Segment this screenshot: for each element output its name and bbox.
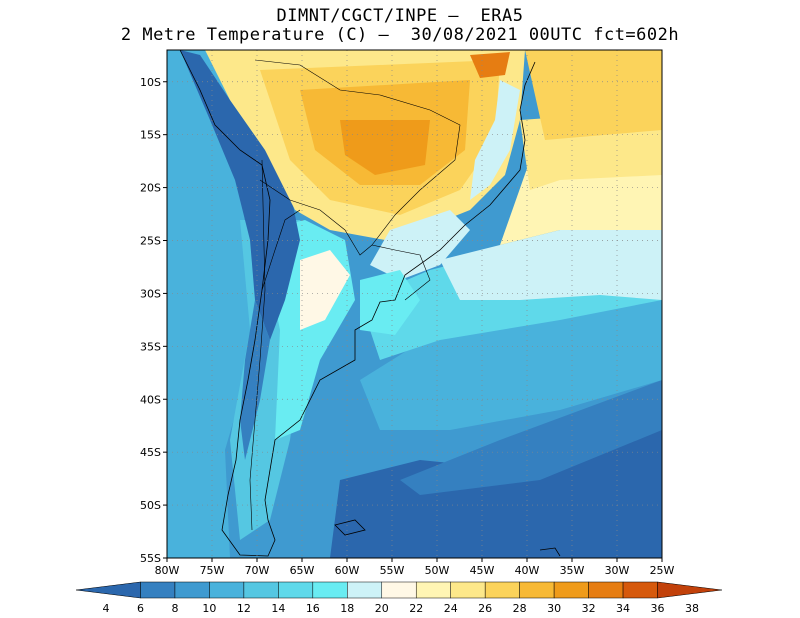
field-andes [180, 50, 300, 340]
colorbar-label: 28 [513, 602, 527, 615]
coastline-south-georgia [539, 547, 561, 557]
field-brazil-hot [470, 52, 510, 78]
colorbar-swatch [588, 581, 624, 599]
lat-tick-label: 55S [140, 552, 161, 565]
colorbar-label: 4 [103, 602, 110, 615]
field-atlantic-mid [360, 280, 662, 430]
lon-tick-label: 65W [290, 564, 315, 577]
lon-tick-label: 70W [245, 564, 270, 577]
lon-tick-label: 75W [200, 564, 225, 577]
colorbar: 4 6 8 10 12 14 16 18 20 22 24 26 28 30 32 34 36 38 [75, 581, 723, 615]
colorbar-swatch [484, 581, 520, 599]
colorbar-label: 6 [137, 602, 144, 615]
lon-tick-label: 25W [650, 564, 675, 577]
colorbar-swatch [243, 581, 279, 599]
field-uruguay [360, 270, 420, 335]
lat-tick-label: 40S [140, 393, 161, 406]
field-andes-south [240, 300, 270, 460]
field-brazil-30 [340, 120, 430, 175]
lon-tick-label: 50W [425, 564, 450, 577]
colorbar-label: 16 [306, 602, 320, 615]
colorbar-label: 38 [685, 602, 699, 615]
border-chile-argentina [261, 209, 301, 291]
colorbar-swatch [347, 581, 383, 599]
chart-title-line-2: 2 Metre Temperature (C) – 30/08/2021 00U… [120, 25, 680, 45]
lat-tick-label: 45S [140, 446, 161, 459]
temperature-field [167, 50, 662, 558]
border-brazil-west [254, 59, 461, 246]
colorbar-label: 36 [651, 602, 665, 615]
country-borders [249, 59, 461, 531]
coastline-falklands [334, 519, 366, 536]
chart-title-line-1: DIMNT/CGCT/INPE – ERA5 [276, 6, 524, 26]
coastline-continent [179, 49, 536, 557]
latitude-tick-labels: 10S 15S 20S 25S 30S 35S 40S 45S 50S 55S [140, 76, 167, 565]
lon-tick-label: 40W [515, 564, 540, 577]
colorbar-label: 32 [582, 602, 596, 615]
colorbar-swatch [140, 581, 176, 599]
map-frame [166, 49, 663, 559]
colorbar-label: 20 [375, 602, 389, 615]
lon-tick-label: 45W [470, 564, 495, 577]
colorbar-swatch [553, 581, 589, 599]
lon-tick-label: 55W [380, 564, 405, 577]
colorbar-label: 30 [547, 602, 561, 615]
field-warm-pocket [300, 250, 350, 330]
colorbar-label: 26 [478, 602, 492, 615]
lon-tick-label: 35W [560, 564, 585, 577]
colorbar-label: 24 [444, 602, 458, 615]
field-atlantic-light [440, 215, 662, 300]
lon-tick-label: 80W [155, 564, 180, 577]
colorbar-swatch [312, 581, 348, 599]
colorbar-label: 14 [271, 602, 285, 615]
colorbar-label: 22 [409, 602, 423, 615]
colorbar-swatch [622, 581, 658, 599]
lat-tick-label: 15S [140, 129, 161, 142]
field-tropical-26 [525, 50, 662, 140]
field-south-atlantic [400, 380, 662, 495]
colorbar-arrow-low [75, 581, 141, 599]
lat-tick-label: 50S [140, 499, 161, 512]
border-argentina-brazil [371, 244, 431, 301]
colorbar-label: 8 [171, 602, 178, 615]
field-mantiqueira [470, 80, 520, 200]
colorbar-label: 10 [202, 602, 216, 615]
colorbar-label: 18 [340, 602, 354, 615]
lat-tick-label: 35S [140, 340, 161, 353]
colorbar-swatch [381, 581, 417, 599]
colorbar-label: 34 [616, 602, 630, 615]
lat-tick-label: 25S [140, 235, 161, 248]
lat-tick-label: 30S [140, 287, 161, 300]
coastlines [179, 49, 561, 557]
colorbar-label: 12 [237, 602, 251, 615]
colorbar-swatch [415, 581, 451, 599]
lon-tick-label: 30W [605, 564, 630, 577]
longitude-tick-labels: 80W 75W 70W 65W 60W 55W 50W 45W 40W 35W 30W 25W [155, 558, 675, 577]
field-south-brazil [370, 210, 470, 280]
border-bolivia-paraguay [259, 179, 373, 256]
lat-tick-label: 20S [140, 182, 161, 195]
colorbar-arrow-high [657, 581, 723, 599]
colorbar-swatch [278, 581, 314, 599]
colorbar-swatch [174, 581, 210, 599]
colorbar-swatch [450, 581, 486, 599]
border-andes [249, 159, 266, 531]
colorbar-swatch [209, 581, 245, 599]
lat-tick-label: 10S [140, 76, 161, 89]
lon-tick-label: 60W [335, 564, 360, 577]
colorbar-swatch [519, 581, 555, 599]
